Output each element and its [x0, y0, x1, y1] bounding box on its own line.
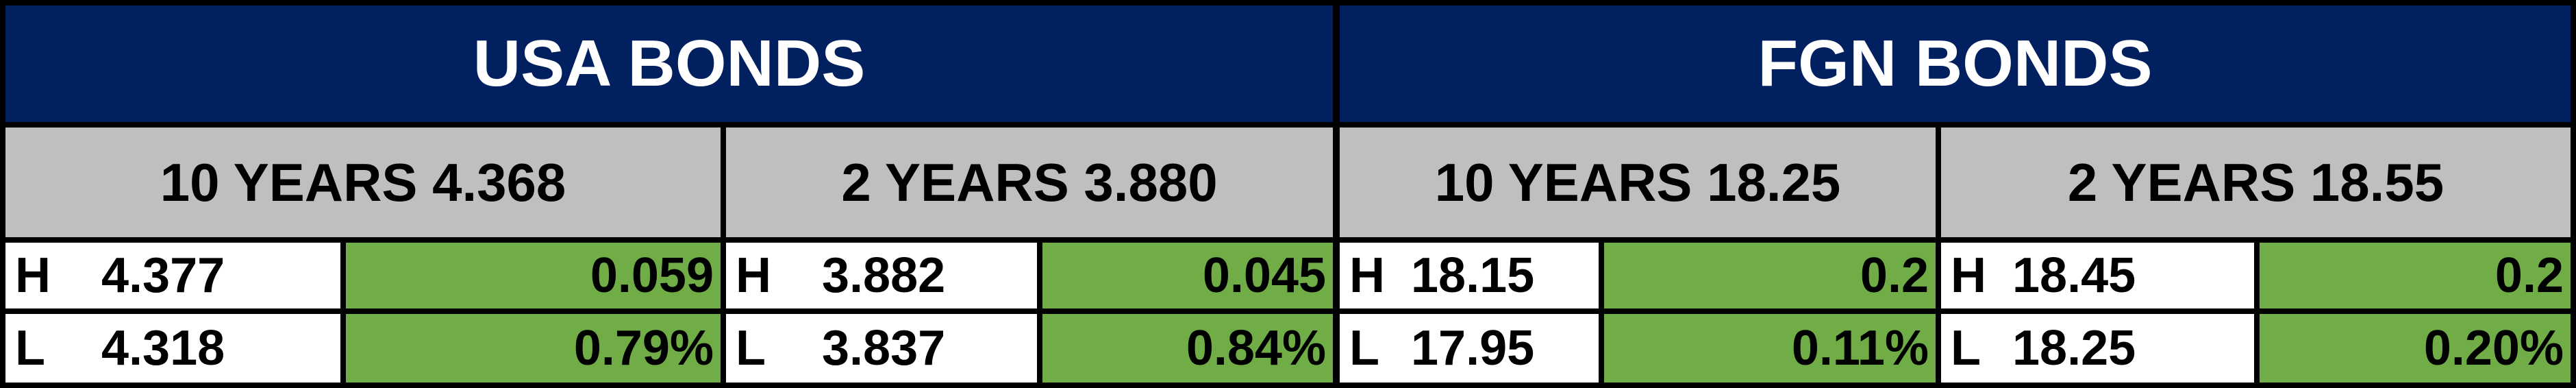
- change-cell: 0.20%: [2260, 314, 2571, 383]
- row-value: 18.45: [2012, 248, 2136, 303]
- value-cell: L 4.318: [5, 314, 340, 383]
- value-cell: H 4.377: [5, 243, 340, 308]
- section-heading: 2 YEARS 3.880: [726, 128, 1333, 237]
- row-value: 3.882: [822, 248, 946, 303]
- section-heading: 10 YEARS 18.25: [1340, 128, 1936, 237]
- row-value: 4.377: [101, 248, 225, 303]
- row-label: H: [15, 248, 51, 303]
- section-heading: 2 YEARS 18.55: [1941, 128, 2571, 237]
- row-value: 4.318: [101, 321, 225, 376]
- change-cell: 0.79%: [346, 314, 721, 383]
- row-value: 18.25: [2012, 321, 2136, 376]
- group-title: FGN BONDS: [1340, 5, 2571, 122]
- value-cell: H 3.882: [726, 243, 1037, 308]
- section-heading: 10 YEARS 4.368: [5, 128, 721, 237]
- group-title: USA BONDS: [5, 5, 1333, 122]
- row-label: L: [1349, 321, 1379, 376]
- row-value: 3.837: [822, 321, 946, 376]
- value-cell: L 17.95: [1340, 314, 1599, 383]
- row-label: L: [15, 321, 45, 376]
- value-cell: L 18.25: [1941, 314, 2254, 383]
- row-value: 18.15: [1411, 248, 1535, 303]
- row-label: L: [736, 321, 766, 376]
- change-cell: 0.2: [2260, 243, 2571, 308]
- value-cell: H 18.45: [1941, 243, 2254, 308]
- row-label: L: [1951, 321, 1981, 376]
- row-label: H: [1951, 248, 1986, 303]
- row-value: 17.95: [1411, 321, 1535, 376]
- change-cell: 0.84%: [1042, 314, 1333, 383]
- row-label: H: [1349, 248, 1385, 303]
- change-cell: 0.045: [1042, 243, 1333, 308]
- change-cell: 0.2: [1604, 243, 1936, 308]
- change-cell: 0.059: [346, 243, 721, 308]
- row-label: H: [736, 248, 771, 303]
- value-cell: L 3.837: [726, 314, 1037, 383]
- change-cell: 0.11%: [1604, 314, 1936, 383]
- value-cell: H 18.15: [1340, 243, 1599, 308]
